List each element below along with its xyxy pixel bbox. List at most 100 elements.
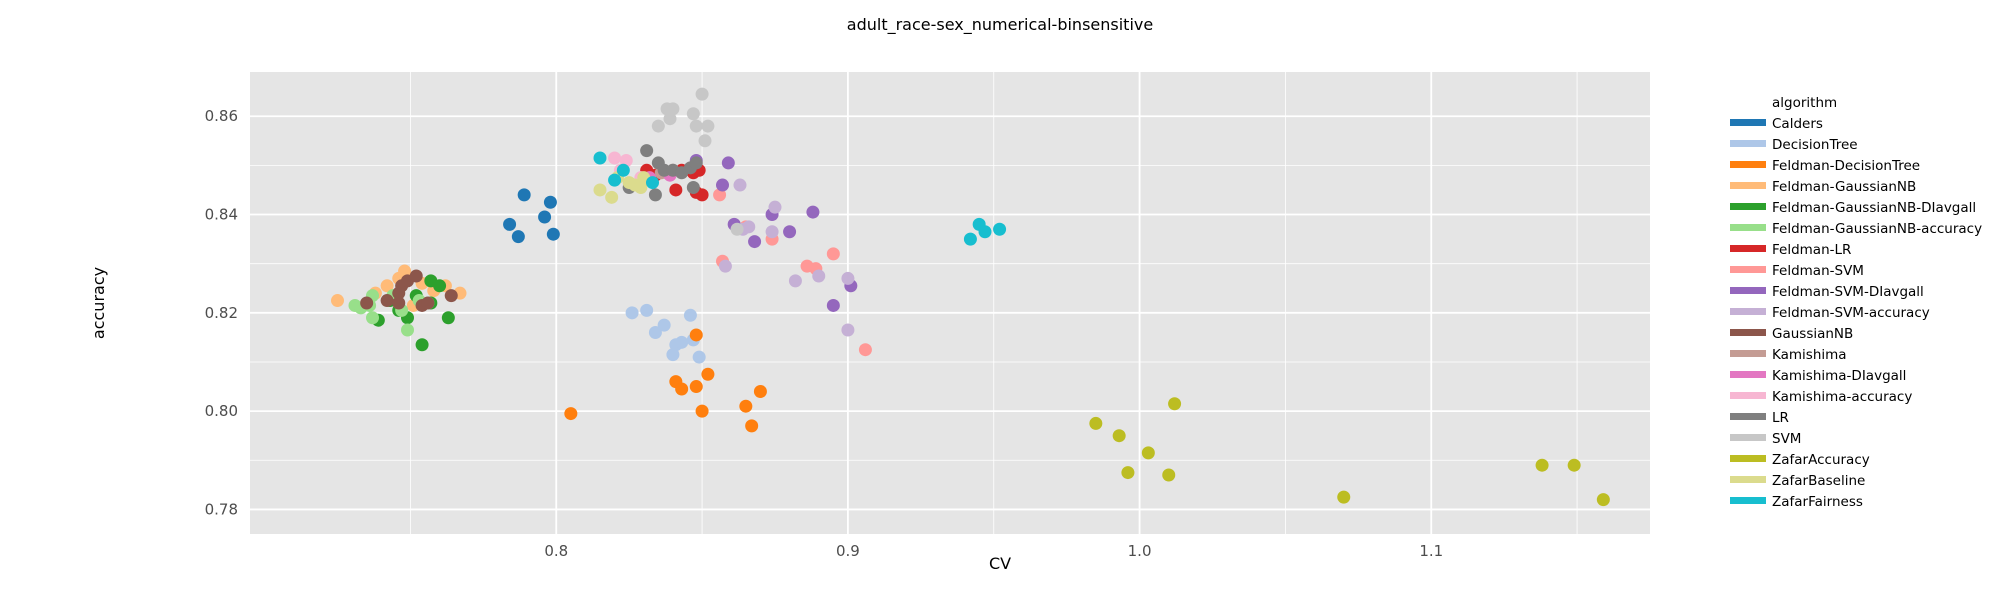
legend-label: Feldman-SVM-DIavgall <box>1772 284 1924 300</box>
data-point <box>648 188 662 202</box>
data-point <box>640 144 654 158</box>
data-point <box>713 188 727 202</box>
legend-swatch <box>1730 497 1766 504</box>
legend-swatch <box>1730 287 1766 294</box>
chart-title: adult_race-sex_numerical-binsensitive <box>847 15 1153 35</box>
data-point <box>686 181 700 194</box>
x-axis-label: CV <box>989 554 1011 573</box>
data-point <box>616 163 630 177</box>
legend-swatch <box>1730 203 1766 210</box>
data-point <box>409 269 423 283</box>
data-point <box>517 188 531 202</box>
data-point <box>1089 416 1103 430</box>
x-tick-label: 1.1 <box>1419 542 1443 560</box>
data-point <box>538 210 552 224</box>
series-zafarbaseline <box>593 171 651 204</box>
data-point <box>634 181 648 194</box>
legend-label: Feldman-DecisionTree <box>1772 158 1920 174</box>
legend-label: Feldman-SVM-accuracy <box>1772 305 1930 321</box>
legend-swatch <box>1730 455 1766 462</box>
legend-swatch <box>1730 308 1766 315</box>
legend-label: ZafarAccuracy <box>1772 452 1870 468</box>
data-point <box>689 328 703 342</box>
y-tick-label: 0.78 <box>205 500 238 518</box>
data-point <box>640 303 654 317</box>
legend-swatch <box>1730 371 1766 378</box>
data-point <box>511 230 525 244</box>
data-point <box>686 107 700 121</box>
data-point <box>826 247 840 261</box>
grid-lines <box>250 72 1650 534</box>
data-point <box>392 286 406 300</box>
legend-swatch <box>1730 119 1766 126</box>
data-point <box>718 259 732 273</box>
data-point <box>768 200 782 214</box>
data-point <box>663 112 677 126</box>
data-point <box>619 153 633 167</box>
x-tick-label: 0.8 <box>544 542 568 560</box>
series-feldman-decisiontree <box>564 328 767 433</box>
data-point <box>360 296 374 310</box>
data-point <box>1121 466 1135 480</box>
data-point <box>783 225 797 239</box>
data-point <box>745 419 759 433</box>
legend-label: LR <box>1772 410 1789 426</box>
data-point <box>733 178 747 192</box>
legend-swatch <box>1730 476 1766 483</box>
series-zafarfairness <box>593 151 1007 246</box>
legend-label: SVM <box>1772 431 1801 447</box>
x-tick-label: 0.9 <box>836 542 860 560</box>
data-point <box>441 311 455 325</box>
data-point <box>978 225 992 239</box>
legend-label: Feldman-GaussianNB <box>1772 179 1916 195</box>
data-point <box>657 318 671 332</box>
data-point <box>689 119 703 133</box>
legend-label: ZafarBaseline <box>1772 473 1865 489</box>
legend: algorithm Calders DecisionTree Feldman-Dec… <box>1730 95 1982 510</box>
data-point <box>695 188 709 202</box>
data-point <box>689 156 703 170</box>
y-tick-label: 0.80 <box>205 402 238 420</box>
legend-label: Feldman-GaussianNB-accuracy <box>1772 221 1982 237</box>
legend-swatch <box>1730 140 1766 147</box>
legend-title: algorithm <box>1772 95 1837 111</box>
data-point <box>841 271 855 285</box>
legend-swatch <box>1730 245 1766 252</box>
data-point <box>666 102 680 116</box>
x-tick-labels: 0.8 0.9 1.0 1.1 <box>544 542 1443 560</box>
data-point <box>1162 468 1176 482</box>
data-point <box>608 151 622 165</box>
data-point <box>675 382 689 396</box>
data-points <box>331 87 1610 507</box>
legend-swatch <box>1730 266 1766 273</box>
data-point <box>739 399 753 413</box>
data-point <box>398 264 412 278</box>
series-decisiontree <box>625 303 706 364</box>
data-point <box>716 178 729 192</box>
legend-label: Kamishima-accuracy <box>1772 389 1912 405</box>
data-point <box>1596 493 1610 507</box>
data-point <box>646 176 659 190</box>
data-point <box>593 151 607 165</box>
data-point <box>812 269 826 283</box>
data-point <box>605 190 619 204</box>
data-point <box>841 323 855 337</box>
data-point <box>593 183 607 197</box>
data-point <box>701 119 715 133</box>
data-point <box>701 367 715 381</box>
series-gaussiannb <box>360 269 458 312</box>
data-point <box>788 274 802 288</box>
series-svm <box>651 87 744 236</box>
data-point <box>695 87 709 101</box>
data-point <box>730 222 744 236</box>
data-point <box>625 306 639 320</box>
data-point <box>683 308 697 322</box>
data-point <box>380 279 394 293</box>
data-point <box>1112 429 1126 443</box>
data-point <box>546 227 560 241</box>
legend-label: GaussianNB <box>1772 326 1853 342</box>
data-point <box>675 335 689 349</box>
series-zafaraccuracy <box>1089 397 1610 507</box>
legend-label: Kamishima <box>1772 347 1847 363</box>
data-point <box>380 294 394 308</box>
